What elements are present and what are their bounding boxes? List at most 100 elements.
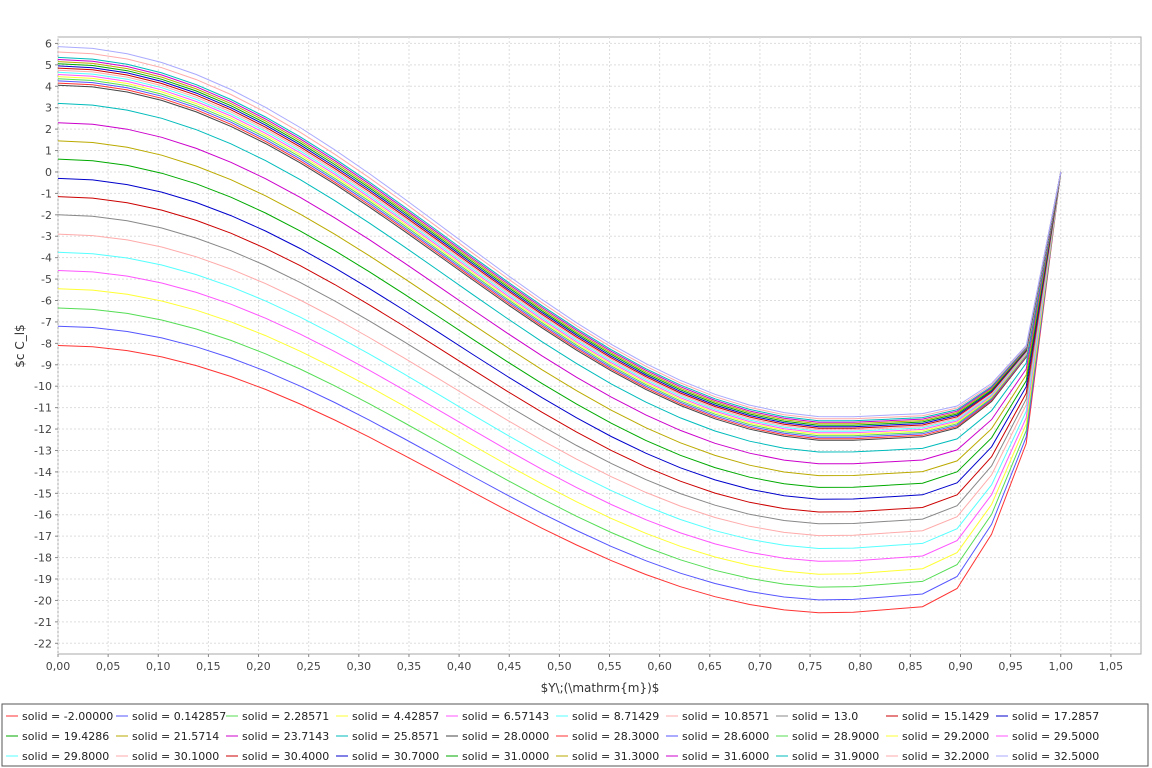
x-tick-label: 0,85 <box>898 660 923 673</box>
y-tick-label: -7 <box>41 316 52 329</box>
y-tick-label: -15 <box>34 487 52 500</box>
series-line <box>57 102 1062 453</box>
legend-label: solid = 30.7000 <box>352 750 439 763</box>
y-tick-label: -3 <box>41 230 52 243</box>
series-line <box>57 80 1062 438</box>
y-tick-label: 2 <box>45 123 52 136</box>
series-line <box>57 171 1062 588</box>
x-tick-label: 0,60 <box>647 660 672 673</box>
legend-label: solid = 29.2000 <box>902 730 989 743</box>
series-line <box>57 171 1062 601</box>
legend-label: solid = 17.2857 <box>1012 710 1099 723</box>
series-line <box>57 59 1062 423</box>
series-line <box>57 61 1062 425</box>
x-tick-label: 0,80 <box>848 660 873 673</box>
y-tick-label: -12 <box>34 423 52 436</box>
x-tick-label: 0,70 <box>748 660 773 673</box>
y-tick-label: -1 <box>41 187 52 200</box>
legend-label: solid = 2.28571 <box>242 710 329 723</box>
x-tick-label: 0,90 <box>948 660 973 673</box>
series-line <box>57 67 1062 429</box>
legend-label: solid = -2.00000 <box>22 710 113 723</box>
x-tick-label: 0,20 <box>246 660 271 673</box>
legend-label: solid = 21.5714 <box>132 730 219 743</box>
legend-label: solid = 15.1429 <box>902 710 989 723</box>
legend-label: solid = 28.3000 <box>572 730 659 743</box>
y-tick-label: -5 <box>41 273 52 286</box>
y-tick-label: -16 <box>34 509 52 522</box>
y-tick-label: 6 <box>45 37 52 50</box>
legend-label: solid = 31.3000 <box>572 750 659 763</box>
series-line <box>57 171 1062 513</box>
legend-label: solid = 8.71429 <box>572 710 659 723</box>
y-tick-label: -10 <box>34 380 52 393</box>
legend-label: solid = 31.6000 <box>682 750 769 763</box>
legend-items: solid = -2.00000 solid = 0.142857 solid = … <box>6 710 1099 763</box>
series-line <box>57 171 1062 575</box>
y-tick-label: 5 <box>45 59 52 72</box>
x-tick-label: 0,45 <box>497 660 522 673</box>
series-line <box>57 171 1062 550</box>
x-tick-label: 0,15 <box>196 660 221 673</box>
y-tick-label: -8 <box>41 337 52 350</box>
legend-label: solid = 4.42857 <box>352 710 439 723</box>
series-line <box>57 74 1062 434</box>
x-tick-label: 0,65 <box>698 660 723 673</box>
series-line <box>57 51 1062 420</box>
legend-label: solid = 10.8571 <box>682 710 769 723</box>
series-line <box>57 158 1062 488</box>
y-axis: 6 5 4 3 2 1 0 -1 -2 -3 -4 -5 -6 -7 -8 -9 -10 -11 -12 -13 -14… <box>34 37 58 650</box>
y-tick-label: 3 <box>45 102 52 115</box>
x-tick-label: 0,75 <box>798 660 823 673</box>
y-tick-label: -17 <box>34 530 52 543</box>
legend-label: solid = 28.0000 <box>462 730 549 743</box>
series-line <box>57 76 1062 435</box>
x-axis-label: $Y\;(\mathrm{m})$ <box>541 681 660 695</box>
legend-label: solid = 31.9000 <box>792 750 879 763</box>
legend-label: solid = 19.4286 <box>22 730 109 743</box>
x-tick-label: 0,30 <box>347 660 372 673</box>
series-line <box>57 71 1062 432</box>
legend-label: solid = 30.4000 <box>242 750 329 763</box>
series-line <box>57 46 1062 418</box>
series-line <box>57 140 1062 477</box>
series-line <box>57 65 1062 428</box>
y-tick-label: -20 <box>34 594 52 607</box>
series-line <box>57 82 1062 440</box>
x-tick-label: 1,05 <box>1099 660 1124 673</box>
legend-label: solid = 29.8000 <box>22 750 109 763</box>
y-tick-label: -13 <box>34 444 52 457</box>
x-tick-label: 0,25 <box>296 660 321 673</box>
x-tick-label: 0,05 <box>96 660 121 673</box>
y-tick-label: -11 <box>34 402 52 415</box>
y-tick-label: 1 <box>45 145 52 158</box>
series-line <box>57 171 1062 562</box>
series-line <box>57 78 1062 437</box>
y-tick-label: -9 <box>41 359 52 372</box>
series-line <box>57 171 1062 614</box>
x-tick-label: 0,00 <box>46 660 71 673</box>
legend-label: solid = 30.1000 <box>132 750 219 763</box>
legend <box>1 703 1149 767</box>
legend-label: solid = 31.0000 <box>462 750 549 763</box>
x-tick-label: 0,40 <box>447 660 472 673</box>
legend-label: solid = 13.0 <box>792 710 858 723</box>
legend-label: solid = 32.5000 <box>1012 750 1099 763</box>
y-tick-label: -22 <box>34 637 52 650</box>
legend-label: solid = 23.7143 <box>242 730 329 743</box>
series-line <box>57 122 1062 465</box>
y-tick-label: -4 <box>41 252 52 265</box>
x-tick-label: 0,50 <box>547 660 572 673</box>
y-tick-label: -19 <box>34 573 52 586</box>
y-tick-label: -21 <box>34 616 52 629</box>
x-tick-label: 0,95 <box>998 660 1023 673</box>
series-line <box>57 171 1062 525</box>
series-line <box>57 84 1062 441</box>
y-tick-label: 0 <box>45 166 52 179</box>
y-tick-label: -18 <box>34 552 52 565</box>
legend-label: solid = 6.57143 <box>462 710 549 723</box>
y-tick-label: -6 <box>41 295 52 308</box>
series-line <box>57 69 1062 431</box>
series-line <box>57 171 1062 537</box>
